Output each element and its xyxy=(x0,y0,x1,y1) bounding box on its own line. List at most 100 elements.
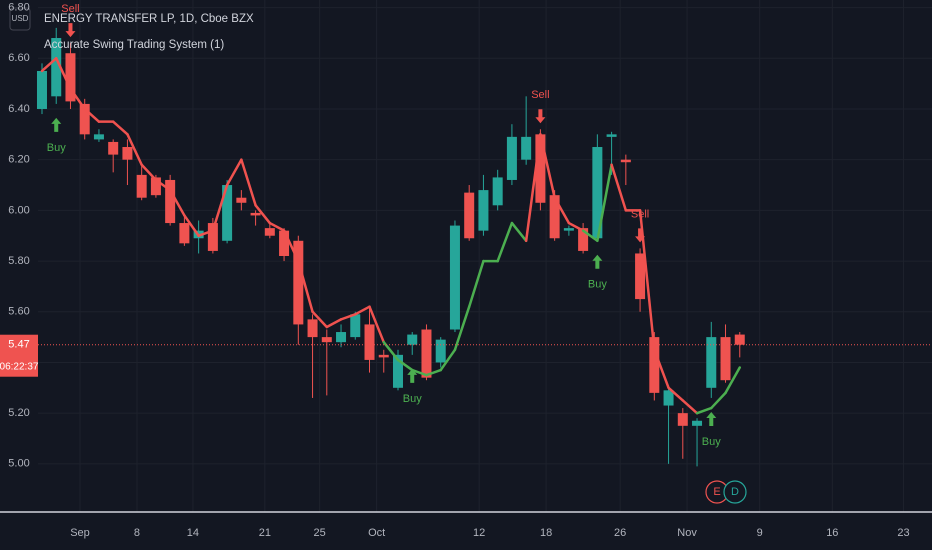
y-tick-label: 5.00 xyxy=(8,458,29,470)
buy-label: Buy xyxy=(47,142,66,154)
candle-body xyxy=(150,177,161,196)
candle-body xyxy=(321,337,332,343)
y-tick-label: 5.80 xyxy=(8,255,29,267)
candle-body xyxy=(264,228,275,236)
x-tick-label: 21 xyxy=(259,527,271,539)
swing-line xyxy=(168,188,186,217)
x-tick-label: 23 xyxy=(897,527,909,539)
candle-body xyxy=(350,314,361,338)
swing-line xyxy=(225,158,243,187)
candle-body xyxy=(51,38,62,97)
y-tick-label: 5.20 xyxy=(8,407,29,419)
y-tick-label: 6.80 xyxy=(8,2,29,14)
indicator-title: Accurate Swing Trading System (1) xyxy=(44,39,224,51)
swing-line xyxy=(83,107,101,123)
candle-body xyxy=(663,390,674,406)
candle-body xyxy=(435,339,446,363)
swing-line xyxy=(681,399,699,415)
swing-line xyxy=(339,313,357,321)
candle-body xyxy=(606,134,617,137)
swing-line xyxy=(496,221,514,263)
candle-body xyxy=(378,354,389,358)
candle-body xyxy=(592,147,603,239)
swing-line xyxy=(524,133,542,243)
event-marker xyxy=(723,480,747,504)
candle-body xyxy=(535,134,546,203)
candle-body xyxy=(421,329,432,378)
candle-body xyxy=(165,179,176,224)
candle-body xyxy=(307,319,318,338)
buy-arrow xyxy=(51,117,62,132)
candle-body xyxy=(464,192,475,239)
candle-body xyxy=(336,332,347,343)
swing-line xyxy=(553,196,571,225)
candle-body xyxy=(620,159,631,163)
y-tick-label: 6.60 xyxy=(8,52,29,64)
candle-body xyxy=(36,70,47,109)
candle-body xyxy=(492,177,503,206)
x-tick-label: 25 xyxy=(314,527,326,539)
currency-button[interactable] xyxy=(9,7,31,31)
swing-line xyxy=(453,305,471,352)
event-marker-label: D xyxy=(731,486,739,498)
candle-body xyxy=(649,337,660,393)
x-tick-label: 12 xyxy=(473,527,485,539)
candle-body xyxy=(293,240,304,325)
swing-line xyxy=(140,163,158,182)
swing-line xyxy=(154,178,172,192)
swing-line xyxy=(254,204,272,225)
buy-arrow xyxy=(407,368,418,383)
swing-line xyxy=(311,310,329,329)
y-tick-label: 6.00 xyxy=(8,204,29,216)
y-tick-label: 6.40 xyxy=(8,103,29,115)
x-tick-label: 14 xyxy=(187,527,199,539)
candle-body xyxy=(136,174,147,198)
swing-line xyxy=(111,120,129,136)
currency[interactable]: USD xyxy=(12,14,29,23)
y-tick-label: 5.60 xyxy=(8,306,29,318)
swing-line xyxy=(695,406,713,415)
x-tick-label: Oct xyxy=(368,527,385,539)
swing-line xyxy=(40,57,58,73)
candle-body xyxy=(706,337,717,388)
candle-body xyxy=(122,147,133,160)
swing-line xyxy=(710,391,727,410)
x-tick-label: 16 xyxy=(826,527,838,539)
x-tick-label: 8 xyxy=(134,527,140,539)
x-tick-label: 9 xyxy=(757,527,763,539)
sell-label: Sell xyxy=(531,89,549,101)
candle-body xyxy=(236,197,247,203)
candle-body xyxy=(635,253,646,300)
sell-label: Sell xyxy=(631,208,649,220)
swing-line xyxy=(240,158,257,207)
event-marker-label: E xyxy=(713,486,720,498)
swing-line xyxy=(567,221,585,232)
swing-line xyxy=(638,209,656,352)
candle-body xyxy=(578,228,589,251)
candle-body xyxy=(407,334,418,345)
swing-line xyxy=(581,229,599,243)
swing-line xyxy=(396,358,414,372)
candle-body xyxy=(93,134,104,140)
buy-label: Buy xyxy=(702,436,721,448)
swing-line xyxy=(368,305,386,344)
x-tick-label: 26 xyxy=(614,527,626,539)
sell-arrow xyxy=(535,109,546,124)
x-tick-label: 18 xyxy=(540,527,552,539)
candle-body xyxy=(207,223,218,251)
candle-body xyxy=(179,223,190,244)
sell-label: Sell xyxy=(61,3,79,15)
swing-line xyxy=(667,386,685,402)
swing-line xyxy=(610,163,628,212)
candle-body xyxy=(449,225,460,330)
candle-body xyxy=(734,334,745,345)
buy-label: Buy xyxy=(403,393,422,405)
x-tick-label: Nov xyxy=(677,527,697,539)
candle-body xyxy=(549,195,560,239)
candle-body xyxy=(392,354,403,388)
grid xyxy=(38,0,932,512)
swing-line xyxy=(354,305,371,316)
sell-arrow xyxy=(65,23,76,38)
countdown: 06:22:37 xyxy=(0,361,39,372)
